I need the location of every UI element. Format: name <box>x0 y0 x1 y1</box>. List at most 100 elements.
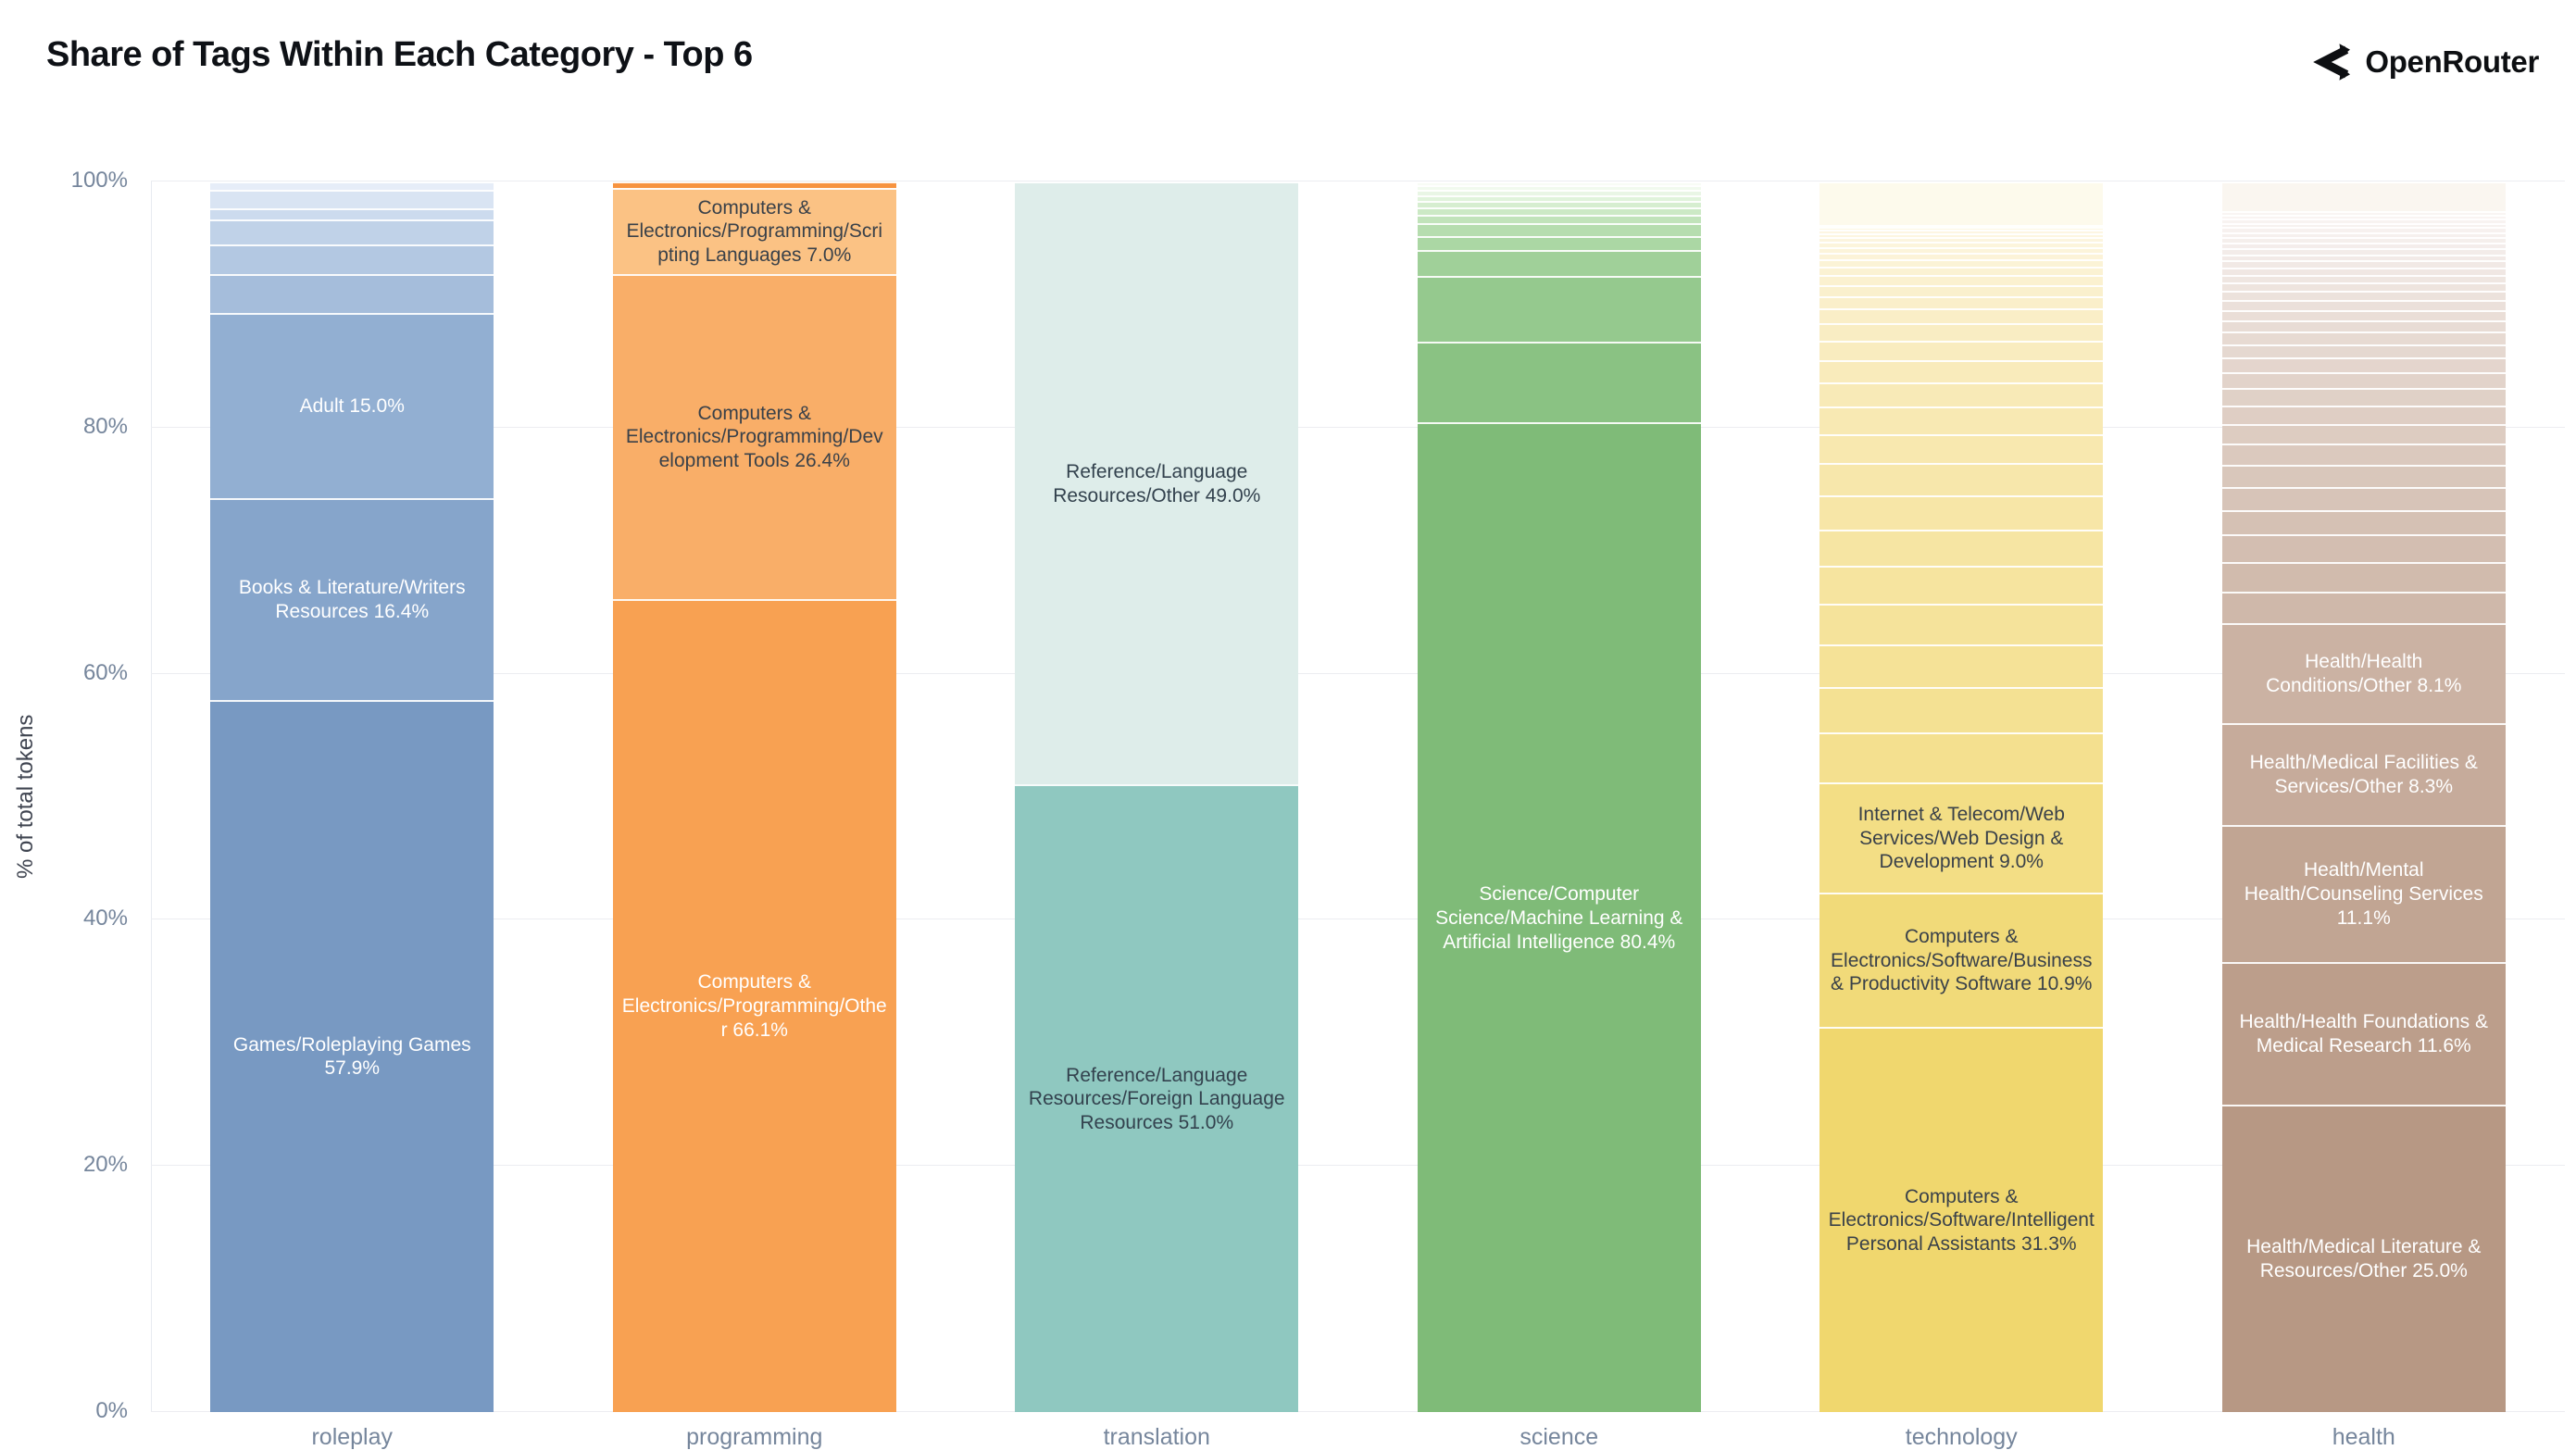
bar-segment[interactable]: Games/Roleplaying Games 57.9% <box>210 699 494 1412</box>
bar-segment-unlabeled[interactable] <box>1819 530 2104 566</box>
bar-segment[interactable]: Computers & Electronics/Programming/Deve… <box>612 273 896 599</box>
bar-segment[interactable]: Health/Mental Health/Counseling Services… <box>2221 825 2506 962</box>
bar-segment[interactable]: Health/Medical Facilities & Services/Oth… <box>2221 722 2506 826</box>
bar-segment-unlabeled[interactable] <box>210 244 494 274</box>
bar-segment-unlabeled[interactable] <box>2221 222 2506 228</box>
bar-segment-unlabeled[interactable] <box>2221 320 2506 332</box>
bar-segment-unlabeled[interactable] <box>2221 534 2506 562</box>
bar-segment-unlabeled[interactable] <box>1819 236 2104 243</box>
bar-segment[interactable]: Internet & Telecom/Web Services/Web Desi… <box>1819 781 2104 894</box>
bar-segment-unlabeled[interactable] <box>1819 732 2104 782</box>
bar-segment-unlabeled[interactable] <box>2221 331 2506 344</box>
bar-segment-unlabeled[interactable] <box>1819 308 2104 323</box>
bar-segment-unlabeled[interactable] <box>2221 291 2506 301</box>
bar-segment[interactable]: Reference/Language Resources/Other 49.0% <box>1015 181 1299 785</box>
bar-segment-unlabeled[interactable] <box>1417 190 1701 195</box>
bar-segment-unlabeled[interactable] <box>1819 359 2104 382</box>
bar-segment-unlabeled[interactable] <box>1819 275 2104 285</box>
bar-segment[interactable]: Health/Health Foundations & Medical Rese… <box>2221 961 2506 1105</box>
bar-segment-unlabeled[interactable] <box>1417 250 1701 277</box>
bar-segment-unlabeled[interactable] <box>2221 254 2506 261</box>
bar-segment-unlabeled[interactable] <box>1417 206 1701 215</box>
bar-segment-unlabeled[interactable] <box>1417 214 1701 224</box>
bar-programming: Computers & Electronics/Programming/Othe… <box>612 181 896 1412</box>
bar-segment-unlabeled[interactable] <box>1819 181 2104 225</box>
bar-segment-unlabeled[interactable] <box>210 219 494 244</box>
bar-segment-unlabeled[interactable] <box>1819 284 2104 296</box>
bar-segment[interactable]: Health/Medical Literature & Resources/Ot… <box>2221 1104 2506 1412</box>
bar-segment-unlabeled[interactable] <box>2221 357 2506 373</box>
bar-segment[interactable]: Computers & Electronics/Software/Intelli… <box>1819 1027 2104 1412</box>
bar-segment-unlabeled[interactable] <box>1819 246 2104 254</box>
bar-segment-unlabeled[interactable] <box>2221 248 2506 255</box>
bar-segment-unlabeled[interactable] <box>1819 242 2104 247</box>
bar-segment-unlabeled[interactable] <box>1819 322 2104 341</box>
bar-segment-unlabeled[interactable] <box>1819 603 2104 644</box>
bar-segment-unlabeled[interactable] <box>2221 423 2506 444</box>
bar-segment-unlabeled[interactable] <box>1819 687 2104 733</box>
bar-segment[interactable]: Adult 15.0% <box>210 313 494 498</box>
bar-segment-unlabeled[interactable] <box>1819 258 2104 267</box>
bar-segment-unlabeled[interactable] <box>1819 463 2104 495</box>
bar-segment-unlabeled[interactable] <box>210 208 494 220</box>
bar-segment-unlabeled[interactable] <box>1819 233 2104 237</box>
bar-segment-unlabeled[interactable] <box>2221 310 2506 321</box>
bar-segment-unlabeled[interactable] <box>2221 344 2506 358</box>
bar-segment-unlabeled[interactable] <box>210 273 494 314</box>
bar-segment-unlabeled[interactable] <box>1819 565 2104 604</box>
bar-segment-unlabeled[interactable] <box>612 181 896 188</box>
bar-segment-unlabeled[interactable] <box>2221 260 2506 268</box>
bar-segment-unlabeled[interactable] <box>1819 381 2104 407</box>
bar-segment-unlabeled[interactable] <box>1819 253 2104 259</box>
bar-segment[interactable]: Science/Computer Science/Machine Learnin… <box>1417 422 1701 1412</box>
bar-segment-unlabeled[interactable] <box>1819 494 2104 531</box>
bar-segment-unlabeled[interactable] <box>2221 237 2506 244</box>
bar-segment-unlabeled[interactable] <box>1417 276 1701 342</box>
bar-segment[interactable]: Health/Health Conditions/Other 8.1% <box>2221 623 2506 723</box>
bar-segment-unlabeled[interactable] <box>2221 464 2506 487</box>
bar-segment[interactable]: Computers & Electronics/Software/Busines… <box>1819 893 2104 1028</box>
bar-segment-unlabeled[interactable] <box>2221 388 2506 406</box>
bar-segment-unlabeled[interactable] <box>1819 266 2104 276</box>
bar-segment-unlabeled[interactable] <box>1819 340 2104 360</box>
bar-segment-unlabeled[interactable] <box>2221 227 2506 232</box>
bar-segment-unlabeled[interactable] <box>2221 211 2506 216</box>
bar-segment-unlabeled[interactable] <box>1819 224 2104 228</box>
bar-segment-unlabeled[interactable] <box>2221 267 2506 275</box>
bar-segment-unlabeled[interactable] <box>2221 231 2506 238</box>
bar-segment-unlabeled[interactable] <box>1417 341 1701 423</box>
bar-segment-unlabeled[interactable] <box>1819 406 2104 434</box>
bar-segment-unlabeled[interactable] <box>210 190 494 209</box>
bar-segment-unlabeled[interactable] <box>2221 509 2506 535</box>
bar-segment[interactable]: Reference/Language Resources/Foreign Lan… <box>1015 784 1299 1412</box>
bar-segment-unlabeled[interactable] <box>2221 486 2506 510</box>
bar-segment-unlabeled[interactable] <box>2221 274 2506 283</box>
bar-segment-unlabeled[interactable] <box>210 181 494 191</box>
bar-segment-unlabeled[interactable] <box>1417 223 1701 236</box>
bar-segment-unlabeled[interactable] <box>2221 591 2506 624</box>
bar-segment-unlabeled[interactable] <box>2221 215 2506 219</box>
openrouter-brand[interactable]: OpenRouter <box>2307 41 2539 83</box>
bar-segment-unlabeled[interactable] <box>2221 243 2506 248</box>
bar-segment-unlabeled[interactable] <box>2221 405 2506 424</box>
bar-segment-unlabeled[interactable] <box>1819 295 2104 309</box>
bar-segment-unlabeled[interactable] <box>2221 300 2506 311</box>
bar-segment[interactable]: Computers & Electronics/Programming/Othe… <box>612 598 896 1412</box>
bar-segment[interactable]: Computers & Electronics/Programming/Scri… <box>612 187 896 274</box>
bar-segment-unlabeled[interactable] <box>1417 201 1701 207</box>
bar-segment-unlabeled[interactable] <box>2221 444 2506 465</box>
bar-segment-unlabeled[interactable] <box>2221 282 2506 292</box>
bar-segment-unlabeled[interactable] <box>2221 181 2506 212</box>
bar-segment-unlabeled[interactable] <box>1417 185 1701 191</box>
bar-segment-unlabeled[interactable] <box>2221 372 2506 389</box>
bar-segment-unlabeled[interactable] <box>1819 433 2104 464</box>
bar-segment-unlabeled[interactable] <box>1417 194 1701 202</box>
bar-segment-unlabeled[interactable] <box>2221 561 2506 592</box>
bar-segment-unlabeled[interactable] <box>1819 227 2104 231</box>
bar-segment-unlabeled[interactable] <box>1819 230 2104 233</box>
bar-segment-unlabeled[interactable] <box>1819 644 2104 688</box>
bar-segment-unlabeled[interactable] <box>1417 181 1701 186</box>
bar-segment[interactable]: Books & Literature/Writers Resources 16.… <box>210 497 494 700</box>
bar-segment-unlabeled[interactable] <box>2221 219 2506 223</box>
bar-segment-unlabeled[interactable] <box>1417 235 1701 251</box>
